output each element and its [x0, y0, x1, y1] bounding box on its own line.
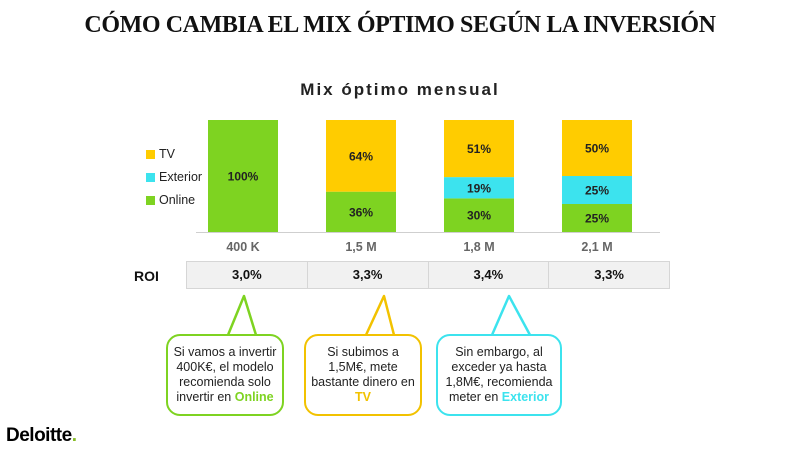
legend-label-exterior: Exterior [159, 170, 202, 184]
x-tick-label: 400 K [226, 240, 259, 254]
x-tick-label: 1,8 M [463, 240, 494, 254]
data-label: 19% [467, 181, 491, 195]
chart-title: Mix óptimo mensual [300, 80, 500, 99]
callout-text: Sin embargo, al exceder ya hasta 1,8M€, … [445, 345, 553, 404]
bar-segment-online [562, 204, 632, 232]
callout-tail-2 [490, 294, 532, 336]
callout-highlight: TV [355, 390, 371, 404]
callout-tv: Si subimos a 1,5M€, mete bastante dinero… [304, 334, 422, 416]
callout-online: Si vamos a invertir 400K€, el modelo rec… [166, 334, 284, 416]
data-label: 64% [349, 149, 373, 163]
x-tick-label: 1,5 M [345, 240, 376, 254]
roi-cell: 3,3% [308, 262, 429, 288]
legend-swatch-exterior [146, 173, 155, 182]
bar-segment-exterior [562, 176, 632, 204]
roi-table: 3,0% 3,3% 3,4% 3,3% [186, 261, 670, 289]
page-title: CÓMO CAMBIA EL MIX ÓPTIMO SEGÚN LA INVER… [84, 12, 716, 38]
roi-cell: 3,0% [187, 262, 308, 288]
data-label: 36% [349, 205, 373, 219]
callout-tail-0 [226, 294, 258, 336]
data-label: 50% [585, 142, 609, 156]
roi-cell: 3,4% [429, 262, 550, 288]
bar-segment-online [208, 120, 278, 232]
callout-highlight: Exterior [501, 390, 550, 404]
bar-segment-tv [562, 120, 632, 176]
data-label: 30% [467, 209, 491, 223]
bar-segment-tv [444, 120, 514, 178]
legend-swatch-tv [146, 150, 155, 159]
bar-segment-tv [326, 120, 396, 192]
legend-label-online: Online [159, 193, 195, 207]
callout-tail-1 [364, 294, 396, 336]
callout-text: Si subimos a 1,5M€, mete bastante dinero… [311, 345, 415, 389]
bar-segment-exterior [444, 177, 514, 199]
legend-label-tv: TV [159, 147, 176, 161]
deloitte-logo: Deloitte. [6, 425, 77, 447]
bar-segment-online [444, 198, 514, 232]
callout-text: Si vamos a invertir 400K€, el modelo rec… [173, 345, 277, 404]
roi-label: ROI [134, 268, 159, 284]
data-label: 51% [467, 142, 491, 156]
legend-swatch-online [146, 196, 155, 205]
logo-text: Deloitte [6, 425, 72, 446]
roi-cell: 3,3% [594, 267, 624, 282]
data-label: 25% [585, 184, 609, 198]
callout-exterior: Sin embargo, al exceder ya hasta 1,8M€, … [436, 334, 562, 416]
data-label: 25% [585, 212, 609, 226]
callout-highlight: Online [234, 390, 274, 404]
bar-segment-online [326, 191, 396, 232]
data-label: 100% [228, 170, 259, 184]
logo-dot: . [71, 425, 77, 446]
x-tick-label: 2,1 M [581, 240, 612, 254]
